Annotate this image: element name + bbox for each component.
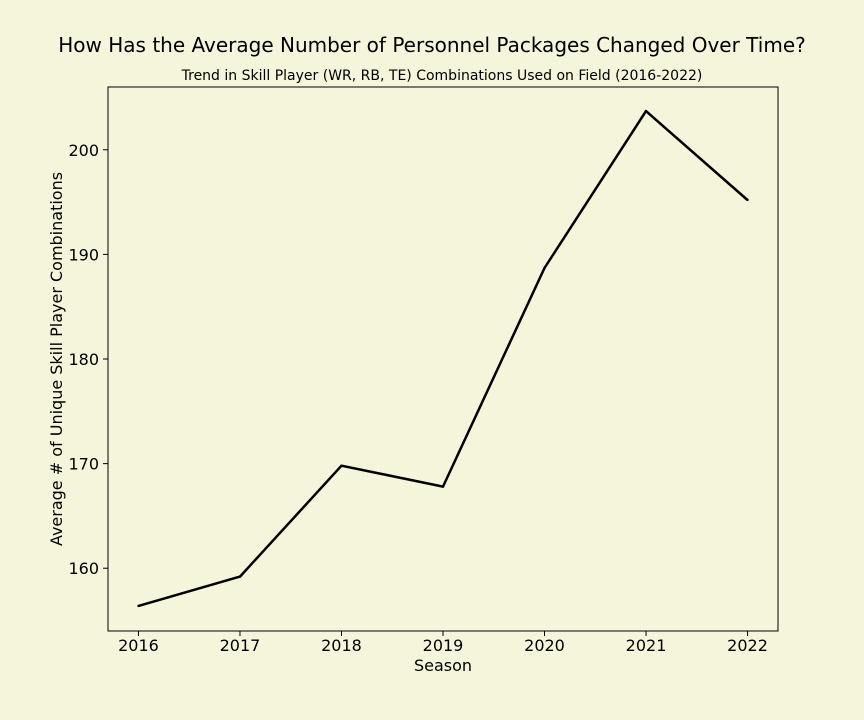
- y-axis-ticks: 160 170 180 190 200: [68, 141, 108, 578]
- data-point: [746, 198, 749, 202]
- y-tick-label: 160: [68, 559, 99, 578]
- data-point: [543, 266, 546, 270]
- plot-area: [107, 86, 779, 632]
- chart-title: How Has the Average Number of Personnel …: [58, 33, 806, 57]
- series-points: [137, 109, 749, 608]
- x-axis-label: Season: [414, 656, 472, 675]
- y-tick-label: 180: [68, 350, 99, 369]
- y-axis-label: Average # of Unique Skill Player Combina…: [47, 172, 66, 546]
- series-line: [138, 109, 749, 608]
- x-tick-label: 2016: [118, 636, 159, 655]
- data-point: [644, 109, 648, 113]
- x-tick-label: 2022: [727, 636, 768, 655]
- x-tick-label: 2021: [626, 636, 667, 655]
- y-tick-label: 170: [68, 455, 99, 474]
- data-point: [441, 485, 445, 488]
- data-point: [137, 604, 140, 608]
- y-tick-label: 200: [68, 141, 99, 160]
- chart-subtitle: Trend in Skill Player (WR, RB, TE) Combi…: [181, 68, 703, 84]
- x-axis-ticks: 2016 2017 2018 2019 2020 2021 2022: [118, 631, 768, 655]
- x-tick-label: 2019: [423, 636, 464, 655]
- x-tick-label: 2018: [321, 636, 362, 655]
- y-tick-label: 190: [68, 245, 99, 264]
- x-tick-label: 2017: [220, 636, 261, 655]
- data-point: [238, 575, 242, 578]
- data-point: [340, 464, 343, 467]
- x-tick-label: 2020: [524, 636, 565, 655]
